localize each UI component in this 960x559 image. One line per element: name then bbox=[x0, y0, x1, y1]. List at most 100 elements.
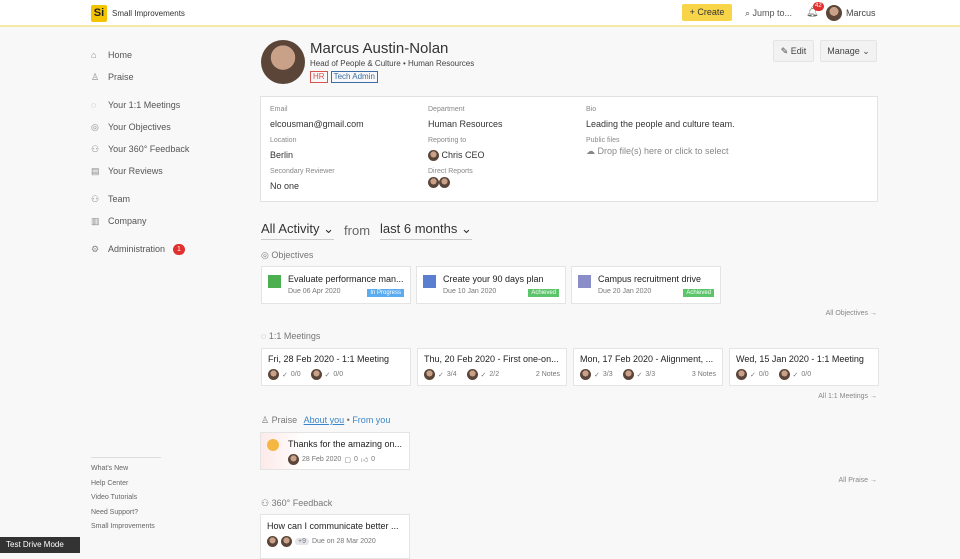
objective-due: Due 20 Jan 2020 bbox=[598, 288, 652, 295]
check-icon: ✓ bbox=[750, 371, 756, 379]
edit-label: Edit bbox=[790, 46, 807, 56]
test-drive-mode[interactable]: Test Drive Mode bbox=[0, 537, 80, 553]
avatar[interactable] bbox=[439, 177, 450, 189]
meeting-card[interactable]: Mon, 17 Feb 2020 - Alignment, ... ✓ 3/3 ✓… bbox=[573, 348, 723, 386]
avatar bbox=[268, 369, 279, 380]
manage-label: Manage bbox=[827, 46, 860, 56]
files-label: Public files bbox=[586, 137, 620, 144]
gear-icon: ⚙ bbox=[91, 243, 100, 254]
avatar bbox=[622, 369, 634, 380]
jump-to-search[interactable]: ⌕ Jump to... bbox=[745, 8, 792, 19]
tag-tech-admin: Tech Admin bbox=[330, 71, 378, 83]
reporting-name: Chris CEO bbox=[441, 150, 485, 160]
all-meetings-link[interactable]: All 1:1 Meetings → bbox=[818, 393, 877, 400]
sidebar-item-label: Team bbox=[108, 194, 131, 204]
chat-icon: ◌ bbox=[261, 331, 267, 341]
sidebar-item-objectives[interactable]: ◎ Your Objectives bbox=[91, 116, 189, 138]
reporting-label: Reporting to bbox=[428, 137, 467, 144]
people-icon: ⚇ bbox=[91, 143, 100, 154]
create-button[interactable]: + Create bbox=[682, 4, 732, 21]
comment-icon[interactable]: ▢ bbox=[344, 456, 351, 464]
check-icon: ✓ bbox=[438, 371, 444, 379]
notification-badge: 42 bbox=[813, 2, 824, 11]
link-video-tutorials[interactable]: Video Tutorials bbox=[91, 494, 138, 501]
sidebar-item-label: Your Reviews bbox=[108, 166, 163, 176]
avatar bbox=[736, 369, 747, 380]
objective-card[interactable]: Campus recruitment drive Due 20 Jan 2020… bbox=[571, 266, 721, 304]
comment-count: 0 bbox=[353, 456, 358, 463]
meeting-card[interactable]: Wed, 15 Jan 2020 - 1:1 Meeting ✓ 0/0 ✓ 0/0 bbox=[729, 348, 879, 386]
meeting-title: Fri, 28 Feb 2020 - 1:1 Meeting bbox=[268, 354, 390, 364]
objective-icon bbox=[423, 275, 436, 288]
bio-value: Leading the people and culture team. bbox=[586, 119, 735, 129]
sidebar-item-team[interactable]: ⚇ Team bbox=[91, 188, 189, 210]
time-range-dropdown[interactable]: last 6 months ⌄ bbox=[380, 221, 472, 240]
check-icon: ✓ bbox=[792, 371, 799, 379]
agenda-count: 0/0 bbox=[290, 371, 301, 378]
sidebar-item-label: Your Objectives bbox=[108, 122, 171, 132]
avatar bbox=[310, 369, 322, 380]
dropzone-text: Drop file(s) here or click to select bbox=[597, 146, 729, 156]
target-icon: ◎ bbox=[91, 121, 99, 132]
check-icon: ✓ bbox=[282, 371, 288, 379]
sidebar-item-label: Home bbox=[108, 50, 133, 60]
sidebar-item-meetings[interactable]: ◌ Your 1:1 Meetings bbox=[91, 94, 189, 116]
activity-type-dropdown[interactable]: All Activity ⌄ bbox=[261, 221, 335, 240]
admin-badge: 1 bbox=[173, 243, 185, 255]
section-title: Objectives bbox=[271, 250, 314, 260]
team-icon: ⚇ bbox=[91, 193, 100, 204]
praise-card[interactable]: Thanks for the amazing on... 28 Feb 2020… bbox=[260, 432, 410, 470]
direct-reports-label: Direct Reports bbox=[428, 168, 473, 175]
avatar bbox=[424, 369, 435, 380]
avatar bbox=[267, 536, 278, 547]
all-objectives-link[interactable]: All Objectives → bbox=[825, 310, 877, 317]
edit-button[interactable]: ✎ Edit bbox=[773, 40, 814, 62]
link-help-center[interactable]: Help Center bbox=[91, 479, 129, 487]
avatar[interactable] bbox=[826, 5, 842, 21]
objective-title: Evaluate performance man... bbox=[288, 274, 404, 284]
meeting-card[interactable]: Thu, 20 Feb 2020 - First one-on... ✓ 3/4 … bbox=[417, 348, 567, 386]
agenda-count: 0/0 bbox=[758, 371, 769, 378]
link-need-support[interactable]: Need Support? bbox=[91, 508, 139, 516]
sidebar: ⌂ Home ♙ Praise ◌ Your 1:1 Meetings ◎ Your O… bbox=[91, 44, 189, 260]
app-logo[interactable]: Si bbox=[91, 5, 107, 22]
email-link[interactable]: elcousman@gmail.com bbox=[270, 119, 364, 129]
home-icon: ⌂ bbox=[91, 50, 97, 60]
feedback-card[interactable]: How can I communicate better ... +9 Due … bbox=[260, 514, 410, 559]
user-menu[interactable]: Marcus bbox=[846, 8, 876, 18]
brand-name[interactable]: Small Improvements bbox=[112, 9, 185, 18]
status-badge: Achieved bbox=[683, 289, 714, 297]
sidebar-item-feedback[interactable]: ⚇ Your 360° Feedback bbox=[91, 138, 189, 160]
sidebar-footer: What's New Help Center Video Tutorials N… bbox=[91, 457, 161, 535]
email-label: Email bbox=[270, 106, 288, 113]
sidebar-item-company[interactable]: ▥ Company bbox=[91, 210, 189, 232]
avatar bbox=[778, 369, 790, 380]
tab-from-you[interactable]: From you bbox=[352, 415, 391, 425]
sidebar-item-home[interactable]: ⌂ Home bbox=[91, 44, 189, 66]
target-icon: ◎ bbox=[261, 250, 269, 260]
meeting-card[interactable]: Fri, 28 Feb 2020 - 1:1 Meeting ✓ 0/0 ✓ 0/0 bbox=[261, 348, 411, 386]
sidebar-item-reviews[interactable]: ▤ Your Reviews bbox=[91, 160, 189, 182]
feedback-due: Due on 28 Mar 2020 bbox=[311, 538, 376, 545]
objective-title: Create your 90 days plan bbox=[443, 274, 544, 284]
objective-due: Due 10 Jan 2020 bbox=[443, 288, 497, 295]
objective-card[interactable]: Evaluate performance man... Due 06 Apr 2… bbox=[261, 266, 411, 304]
objective-card[interactable]: Create your 90 days plan Due 10 Jan 2020… bbox=[416, 266, 566, 304]
reporting-link[interactable]: Chris CEO bbox=[428, 150, 485, 162]
sidebar-item-praise[interactable]: ♙ Praise bbox=[91, 66, 189, 88]
link-small-improvements[interactable]: Small Improvements bbox=[91, 523, 155, 530]
link-whats-new[interactable]: What's New bbox=[91, 465, 129, 472]
tab-about-you[interactable]: About you bbox=[303, 415, 345, 425]
thumbs-up-icon[interactable]: 👍︎ bbox=[360, 457, 369, 464]
avatar[interactable] bbox=[428, 177, 439, 189]
avatar bbox=[288, 454, 299, 465]
award-icon: ♙ bbox=[91, 71, 100, 82]
sidebar-item-administration[interactable]: ⚙ Administration 1 bbox=[91, 238, 189, 260]
bell-icon[interactable]: 🔔︎ bbox=[806, 7, 819, 18]
manage-dropdown[interactable]: Manage ⌄ bbox=[820, 40, 877, 62]
all-praise-link[interactable]: All Praise → bbox=[838, 477, 877, 484]
profile-name: Marcus Austin-Nolan bbox=[310, 40, 449, 57]
file-dropzone[interactable]: ☁ Drop file(s) here or click to select bbox=[586, 146, 729, 157]
time-range-label: last 6 months bbox=[380, 221, 458, 236]
avatar bbox=[428, 150, 439, 162]
